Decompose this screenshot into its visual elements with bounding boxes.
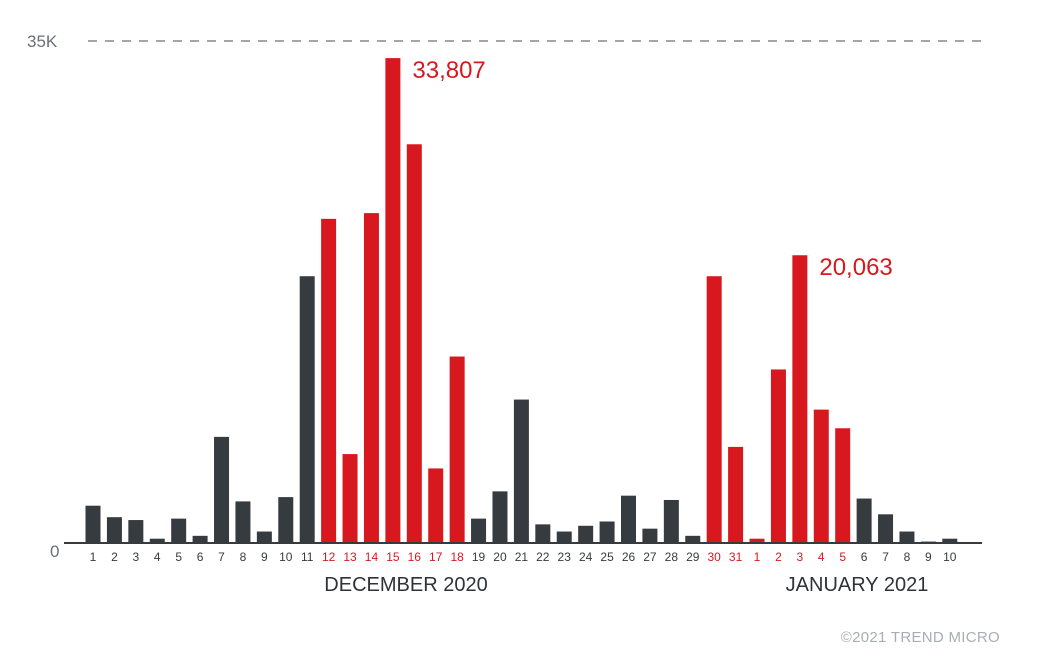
bar-dec-29 [685, 535, 701, 543]
bar-dec-8 [235, 501, 251, 543]
copyright-text: ©2021 TREND MICRO [840, 629, 1000, 646]
group-label-december: DECEMBER 2020 [324, 574, 487, 596]
x-tick-label: 3 [132, 550, 139, 564]
bar-jan-6 [856, 498, 872, 543]
bar-dec-4 [149, 538, 165, 543]
x-tick-label: 23 [558, 550, 572, 564]
bar-jan-7 [878, 514, 894, 543]
bar-dec-12 [321, 218, 337, 543]
x-tick-label: 7 [882, 550, 889, 564]
x-tick-label: 5 [839, 550, 846, 564]
bar-jan-3 [792, 255, 808, 543]
x-tick-label: 28 [665, 550, 679, 564]
x-tick-label: 22 [536, 550, 550, 564]
bar-dec-10 [278, 497, 294, 543]
x-tick-label: 25 [600, 550, 614, 564]
bar-dec-2 [106, 517, 122, 543]
x-tick-label: 27 [643, 550, 657, 564]
x-tick-label: 6 [197, 550, 204, 564]
x-tick-label: 3 [797, 550, 804, 564]
x-tick-label: 10 [279, 550, 293, 564]
bar-jan-5 [835, 428, 851, 543]
x-tick-label: 30 [708, 550, 722, 564]
bar-dec-24 [578, 525, 594, 543]
x-tick-label: 29 [686, 550, 700, 564]
x-tick-label: 17 [429, 550, 443, 564]
x-tick-label: 15 [386, 550, 400, 564]
bar-dec-18 [449, 356, 465, 543]
bar-dec-22 [535, 524, 551, 543]
bar-dec-31 [728, 446, 744, 543]
data-label: 33,807 [412, 57, 485, 84]
x-tick-label: 21 [515, 550, 529, 564]
bar-dec-7 [214, 436, 230, 543]
x-tick-label: 5 [175, 550, 182, 564]
bar-dec-21 [513, 399, 529, 543]
x-tick-label: 11 [301, 550, 314, 564]
bar-dec-27 [642, 528, 658, 543]
x-tick-label: 16 [408, 550, 422, 564]
x-tick-label: 4 [154, 550, 161, 564]
bar-dec-25 [599, 521, 615, 543]
bar-dec-5 [171, 518, 187, 543]
bar-dec-30 [706, 276, 722, 543]
bar-jan-2 [770, 369, 786, 543]
bar-jan-1 [749, 538, 765, 543]
x-tick-label: 8 [240, 550, 247, 564]
x-tick-label: 1 [754, 550, 761, 564]
bar-jan-4 [813, 409, 829, 543]
x-tick-label: 18 [450, 550, 464, 564]
x-tick-label: 7 [218, 550, 225, 564]
x-tick-label: 19 [472, 550, 486, 564]
x-tick-label: 14 [365, 550, 379, 564]
bar-dec-13 [342, 454, 358, 543]
x-tick-label: 31 [729, 550, 743, 564]
bar-dec-11 [299, 276, 315, 543]
bar-dec-20 [492, 491, 508, 543]
x-tick-label: 20 [493, 550, 507, 564]
x-tick-label: 6 [861, 550, 868, 564]
x-tick-label: 12 [322, 550, 336, 564]
bar-dec-17 [428, 468, 444, 543]
bar-jan-8 [899, 531, 915, 543]
bar-dec-9 [256, 531, 272, 543]
x-tick-label: 1 [90, 550, 97, 564]
data-label: 20,063 [819, 254, 892, 281]
bar-dec-1 [85, 505, 101, 543]
bar-dec-14 [363, 213, 379, 543]
x-tick-label: 9 [925, 550, 932, 564]
x-tick-label: 13 [343, 550, 357, 564]
x-tick-label: 10 [943, 550, 957, 564]
bar-dec-23 [556, 531, 572, 543]
x-tick-label: 24 [579, 550, 593, 564]
bar-dec-19 [471, 518, 487, 543]
y-tick-label: 35K [27, 32, 58, 51]
bar-dec-16 [406, 144, 422, 544]
group-label-january: JANUARY 2021 [786, 574, 929, 596]
bar-dec-3 [128, 520, 144, 543]
bar-dec-28 [663, 499, 679, 543]
bar-dec-15 [385, 58, 401, 544]
bar-dec-26 [621, 495, 636, 543]
bar-jan-10 [942, 538, 958, 543]
x-tick-label: 8 [904, 550, 911, 564]
bar-dec-6 [192, 535, 208, 543]
x-tick-label: 2 [775, 550, 782, 564]
x-tick-label: 26 [622, 550, 636, 564]
y-tick-label: 0 [50, 542, 59, 561]
x-tick-label: 9 [261, 550, 268, 564]
x-tick-label: 2 [111, 550, 118, 564]
x-tick-label: 4 [818, 550, 825, 564]
